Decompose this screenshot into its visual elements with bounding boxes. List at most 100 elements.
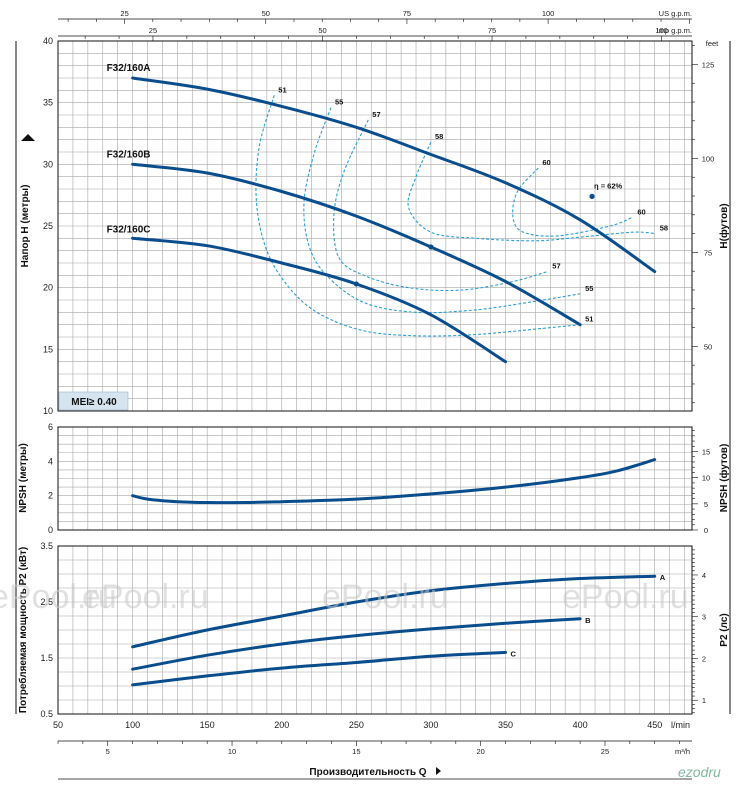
mei-badge: MEI≥ 0.40 [71,397,117,408]
efficiency-curve-51 [255,95,581,337]
power-curve-C [131,650,507,687]
lmin-tick-label: 350 [498,720,513,730]
power-panel: 0.5 1.5 2.5 3.5 1 2 3 4 Потребляемая мощность P2… [17,541,730,719]
logo-text: ezodru [678,764,721,780]
us-gpm-tick-label: 75 [403,9,411,18]
watermark-text: ePool.ru [82,578,209,616]
efficiency-curve-55 [303,107,581,314]
head-curve-F32/160B [131,162,582,327]
npsh-ylabel: NPSH (метры) [18,443,29,513]
efficiency-curve-60 [512,167,633,237]
watermark-text: ePool.ru [322,578,449,616]
grids [57,40,692,715]
power-curve-B [131,617,582,671]
highlight-point [353,281,359,287]
lmin-tick-label: 450 [647,720,662,730]
us-gpm-tick-label: 50 [262,9,270,18]
npsh-ytick-label: 2 [48,491,53,501]
power-y2tick-label: 4 [702,571,706,580]
power-curve-A [131,574,657,649]
efficiency-label-end: 60 [637,207,645,216]
npsh-y2label: NPSH (футов) [718,444,730,513]
x-axis-title: Производительность Q [309,767,426,778]
panel-frame [57,40,693,412]
efficiency-label-end: 58 [660,223,668,232]
npsh-ytick-label: 4 [48,456,53,466]
lmin-tick-label: 400 [573,720,588,730]
head-ytick-label: 40 [43,36,53,46]
head-ylabel-arrow-icon [21,134,35,141]
lmin-unit-label: l/min [671,720,690,730]
head-ytick-label: 10 [43,406,53,416]
efficiency-curve-58 [407,141,655,242]
efficiency-max-label: η = 62% [594,181,622,190]
imp-gpm-tick-label: 25 [149,26,157,35]
highlight-point [428,244,434,250]
head-ytick-label: 25 [43,221,53,231]
mei-badge-bg [58,391,129,411]
imp-gpm-unit-label: Imp g.p.m. [657,26,692,35]
head-y2tick-label: 125 [702,60,715,69]
m3h-unit-label: m³/h [675,747,690,756]
npsh-curve [131,458,657,505]
power-curve-label: B [585,616,591,625]
power-curve-label: C [511,649,517,658]
head-ylabel: Напор H (метры) [20,185,31,268]
m3h-tick-label: 15 [352,747,360,756]
head-curve-label: F32/160B [107,149,151,160]
power-y2tick-label: 1 [702,696,706,705]
feet-unit-label: feet [706,39,719,48]
npsh-y2tick-label: 5 [704,500,708,509]
npsh-y2tick-label: 10 [702,474,710,483]
efficiency-label-start: 51 [278,85,286,94]
npsh-y2tick-label: 0 [704,526,708,535]
npsh-y2tick-label: 15 [702,448,710,457]
head-y2tick-label: 50 [704,342,712,351]
panel-frame [57,426,693,531]
us-gpm-unit-label: US g.p.m. [659,9,692,18]
m3h-tick-label: 20 [476,747,484,756]
efficiency-label-end: 55 [585,284,593,293]
head-y2tick-label: 75 [704,248,712,257]
watermark-text: ePool.ru [562,578,689,616]
head-curve-F32/160A [131,76,657,274]
head-ytick-label: 20 [43,283,53,293]
head-curve-label: F32/160C [107,224,151,235]
lmin-tick-label: 100 [125,720,140,730]
efficiency-label-end: 57 [552,262,560,271]
watermark-text: ePool.ru [0,578,117,616]
head-curve-F32/160C [131,236,507,364]
power-curve-label: A [660,573,666,582]
head-panel: 10 15 20 25 30 35 40 50 75 100 125 feet Напор H (мет… [20,36,730,416]
us-gpm-tick-label: 100 [542,9,555,18]
m3h-tick-label: 5 [106,747,110,756]
power-ytick-label: 2.5 [40,597,53,607]
highlight-point [589,193,595,199]
power-ytick-label: 0.5 [40,709,53,719]
power-y2label: P2 (лс) [719,613,730,646]
efficiency-label-end: 51 [585,315,593,324]
efficiency-label-start: 58 [435,132,443,141]
head-y2tick-label: 100 [702,154,715,163]
panel-frame [57,545,693,715]
lmin-tick-label: 50 [53,720,63,730]
imp-gpm-tick-label: 100 [655,26,668,35]
efficiency-label-start: 60 [542,158,550,167]
power-y2tick-label: 2 [702,654,706,663]
head-ytick-label: 30 [43,159,53,169]
power-ytick-label: 3.5 [40,541,53,551]
power-ylabel: Потребляемая мощность P2 (кВт) [17,547,29,713]
npsh-panel: 0 2 4 6 0 5 10 15 NPSH (метры) NPSH (футов) [18,422,730,535]
head-y2label: H(футов) [718,203,730,248]
power-ytick-label: 1.5 [40,653,53,663]
panel-frames [15,40,731,715]
efficiency-label-start: 55 [335,98,343,107]
imp-gpm-tick-label: 50 [318,26,326,35]
efficiency-curve-57 [333,119,548,292]
head-ytick-label: 15 [43,344,53,354]
bottom-flow-axes: 50 100 150 200 250 300 350 400 450 l/min 5 10 15 20 25… [53,720,692,780]
imp-gpm-tick-label: 75 [488,26,496,35]
